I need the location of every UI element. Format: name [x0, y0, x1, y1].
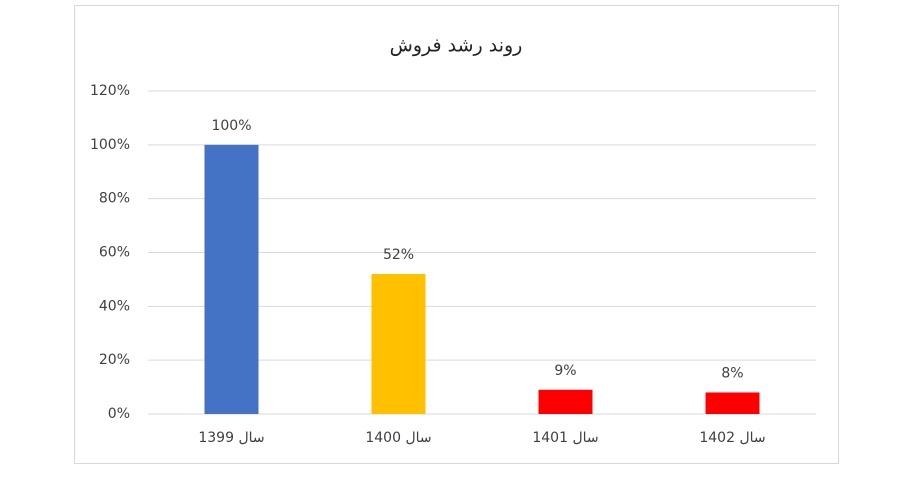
y-tick-label: 40% — [99, 298, 130, 314]
chart-title: روند رشد فروش — [390, 35, 523, 57]
bar — [705, 392, 760, 414]
x-tick-label: سال 1399 — [198, 430, 264, 446]
value-label: 52% — [383, 247, 414, 263]
chart-frame — [74, 5, 839, 464]
bar — [538, 389, 593, 414]
y-tick-label: 0% — [108, 406, 130, 422]
y-tick-label: 80% — [99, 191, 130, 207]
value-label: 8% — [721, 365, 743, 381]
x-tick-label: سال 1402 — [699, 430, 765, 446]
y-tick-label: 60% — [99, 245, 130, 261]
y-tick-label: 20% — [99, 352, 130, 368]
value-label: 100% — [211, 118, 251, 134]
value-label: 9% — [554, 363, 576, 379]
bar — [204, 144, 259, 415]
x-tick-label: سال 1401 — [532, 430, 598, 446]
bar — [371, 274, 426, 414]
y-tick-label: 120% — [90, 83, 130, 99]
y-tick-label: 100% — [90, 137, 130, 153]
x-tick-label: سال 1400 — [365, 430, 431, 446]
